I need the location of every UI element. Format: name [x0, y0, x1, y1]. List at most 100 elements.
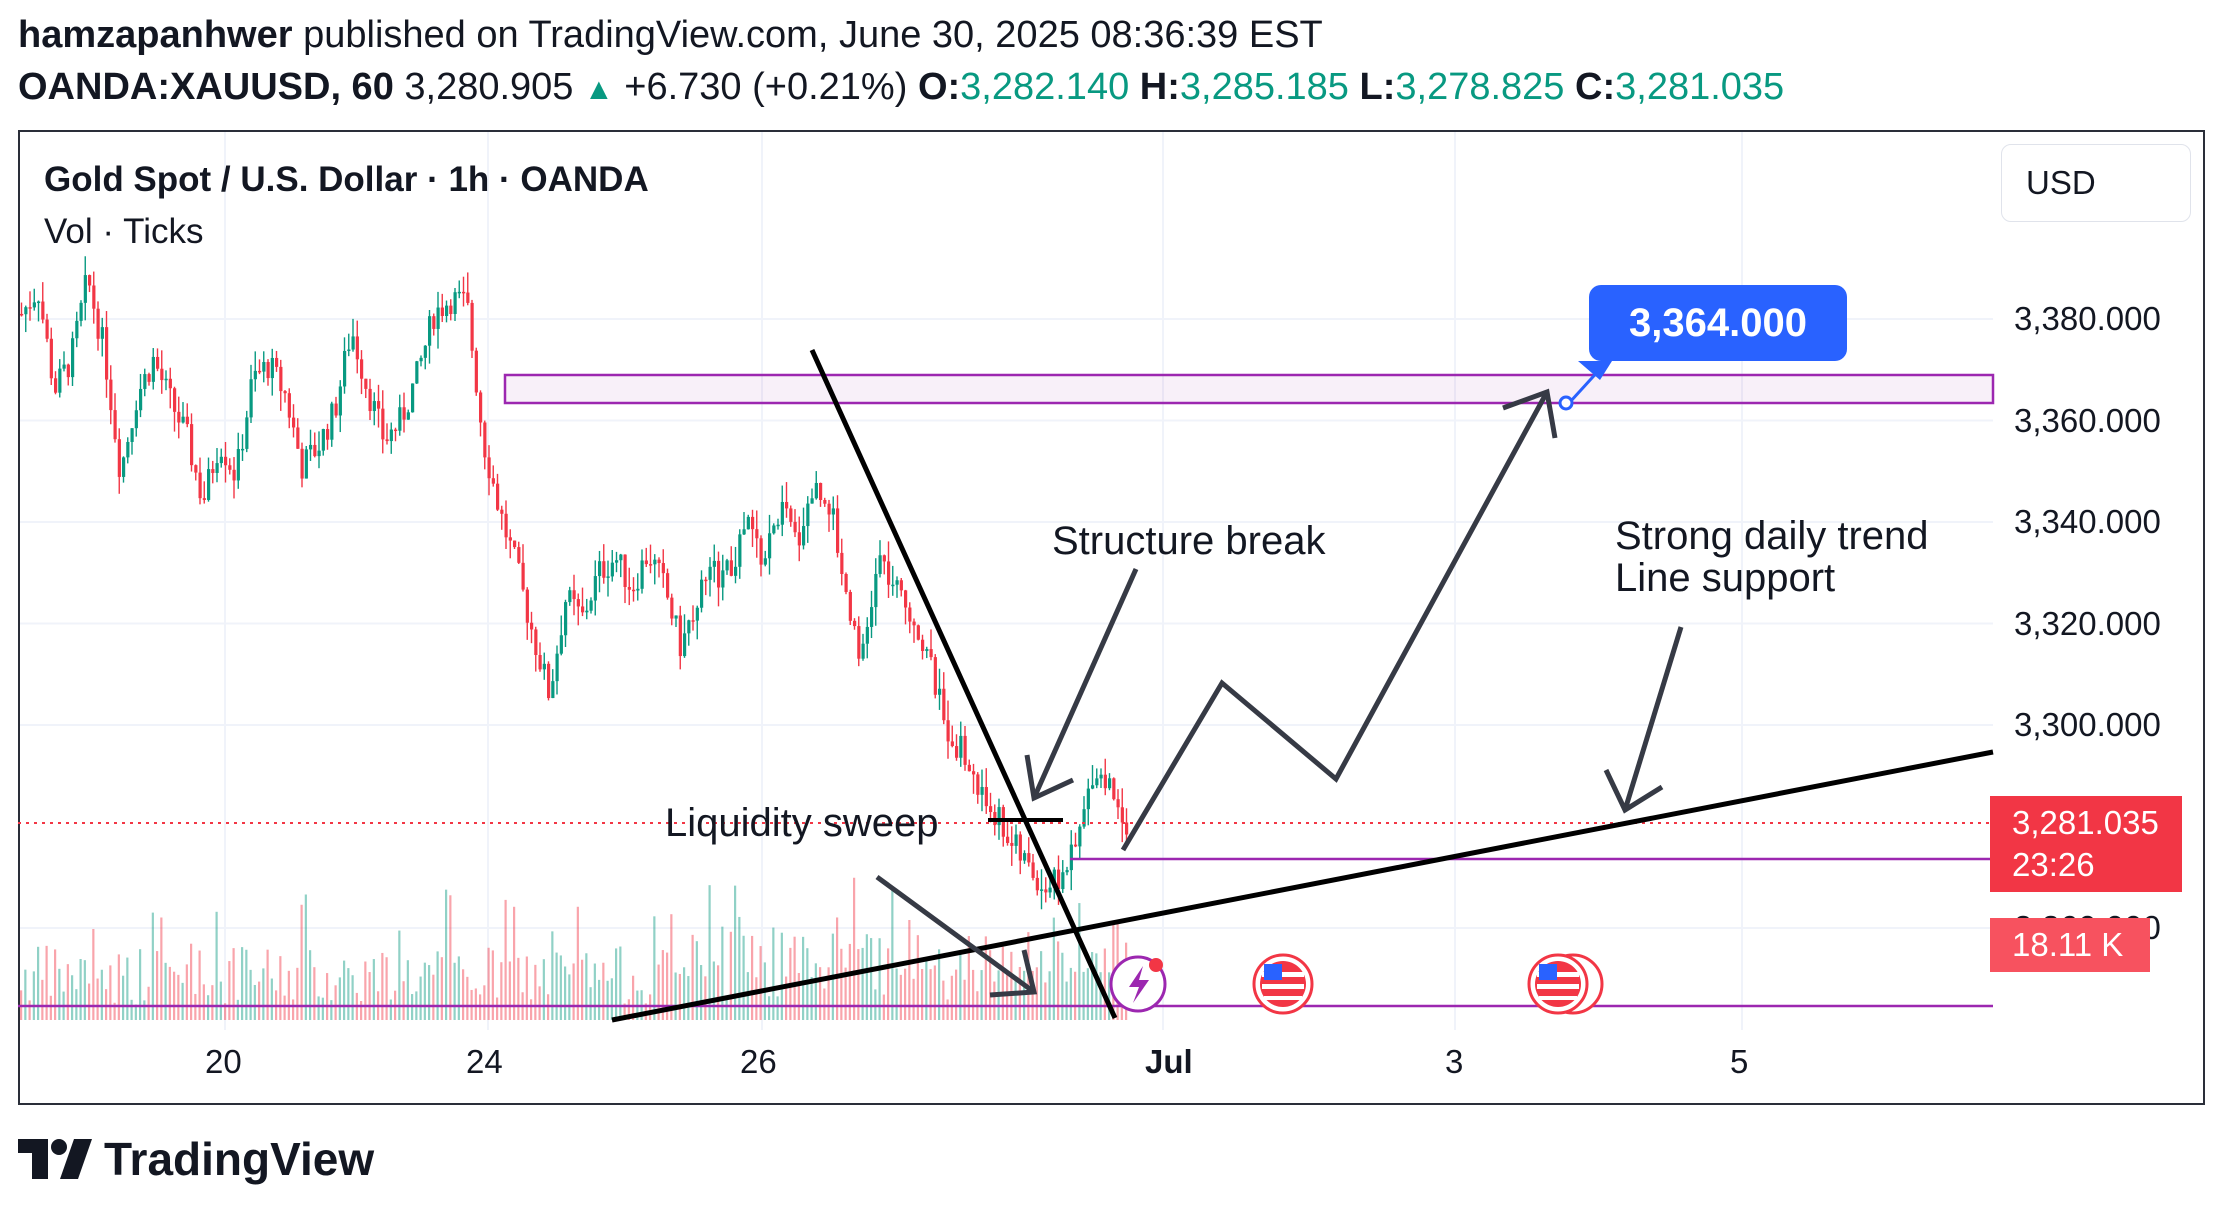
candle-body	[377, 401, 381, 409]
volume-bar	[105, 989, 108, 1020]
volume-bar	[666, 952, 669, 1020]
candle-body	[640, 560, 644, 589]
up-arrow-icon: ▲	[584, 73, 614, 106]
candle-body	[283, 391, 287, 394]
candle-body	[151, 356, 155, 382]
candle-body	[585, 610, 589, 613]
volume-bar	[330, 1000, 333, 1020]
volume-bar	[151, 912, 154, 1020]
volume-bar	[92, 928, 95, 1020]
volume-bar	[385, 957, 388, 1020]
volume-legend[interactable]: Vol · Ticks	[44, 212, 204, 251]
volume-bar	[83, 960, 86, 1020]
candle-body	[224, 456, 228, 466]
lightning-event-icon	[1109, 955, 1167, 1013]
candle-body	[381, 408, 385, 440]
candle-body	[929, 649, 933, 658]
volume-bar	[190, 943, 193, 1020]
candle-body	[963, 735, 967, 765]
candle-body	[215, 463, 219, 473]
candle-body	[1099, 774, 1103, 779]
y-tick-label: 3,300.000	[2014, 706, 2161, 743]
candle-body	[462, 291, 466, 294]
volume-bar	[861, 947, 864, 1020]
candle-body	[313, 444, 317, 457]
candlesticks	[20, 256, 1129, 910]
y-tick-label: 3,320.000	[2014, 605, 2161, 642]
structure-break-arrow	[1031, 567, 1139, 800]
candle-body	[45, 319, 49, 339]
trend-line-label-1[interactable]: Strong daily trend	[1615, 514, 1929, 558]
candle-body	[644, 560, 648, 565]
candle-body	[955, 746, 959, 758]
candle-body	[564, 602, 568, 636]
candle-body	[1074, 844, 1078, 847]
candle-body	[530, 622, 534, 630]
volume-bar	[530, 999, 533, 1020]
candle-body	[198, 472, 202, 499]
candle-body	[768, 533, 772, 559]
bar-countdown: 23:26	[2012, 846, 2095, 883]
candle-body	[491, 478, 495, 484]
volume-bar	[661, 950, 664, 1020]
author-name[interactable]: hamzapanhwer	[18, 14, 293, 56]
currency-button[interactable]: USD	[2001, 144, 2191, 222]
candle-body	[249, 379, 253, 418]
candle-body	[789, 508, 793, 522]
volume-bar	[742, 935, 745, 1020]
volume-bar	[1099, 972, 1102, 1020]
volume-bar	[950, 975, 953, 1020]
candle-body	[37, 301, 41, 304]
volume-bar	[185, 964, 188, 1020]
volume-bar	[840, 948, 843, 1020]
volume-bar	[725, 995, 728, 1020]
candle-body	[160, 368, 164, 381]
trend-line-label-2[interactable]: Line support	[1615, 556, 1836, 600]
candle-body	[466, 292, 470, 303]
volume-bar	[610, 978, 613, 1020]
volume-bar	[827, 967, 830, 1020]
candle-body	[623, 554, 627, 587]
volume-bar	[58, 968, 61, 1020]
candle-body	[674, 615, 678, 619]
candle-body	[262, 362, 266, 372]
candle-body	[678, 615, 682, 657]
candle-body	[967, 764, 971, 772]
candle-body	[1116, 799, 1120, 808]
candle-body	[610, 562, 614, 577]
tradingview-branding[interactable]: TradingView	[18, 1132, 374, 1190]
candle-body	[292, 417, 296, 428]
volume-bar	[589, 987, 592, 1020]
volume-bar	[334, 985, 337, 1020]
symbol-name[interactable]: OANDA:XAUUSD, 60	[18, 66, 394, 108]
volume-bar	[810, 976, 813, 1020]
volume-bar	[211, 985, 214, 1020]
volume-bar	[1061, 952, 1064, 1020]
candle-body	[428, 316, 432, 346]
target-price-tag[interactable]: 3,364.000	[1589, 285, 1847, 361]
candle-body	[751, 516, 755, 530]
volume-bar	[993, 981, 996, 1020]
candle-body	[1061, 872, 1065, 890]
candle-body	[58, 368, 62, 393]
structure-break-arrowhead	[1024, 754, 1075, 802]
us-flag-event-icon	[1252, 953, 1314, 1015]
candle-body	[398, 407, 402, 431]
liquidity-sweep-label[interactable]: Liquidity sweep	[665, 801, 939, 845]
volume-bar	[351, 975, 354, 1020]
candle-body	[670, 597, 674, 619]
volume-bar	[143, 1000, 146, 1020]
candle-body	[71, 338, 75, 378]
volume-bar	[916, 935, 919, 1020]
chart-frame[interactable]	[18, 130, 2205, 1105]
candle-body	[972, 771, 976, 775]
x-tick-label: 5	[1730, 1043, 1749, 1080]
candle-body	[878, 555, 882, 574]
structure-break-label[interactable]: Structure break	[1052, 519, 1326, 563]
candle-body	[755, 529, 759, 539]
chart-legend-title[interactable]: Gold Spot / U.S. Dollar · 1h · OANDA	[44, 160, 649, 199]
candle-body	[500, 509, 504, 514]
candle-body	[317, 450, 321, 457]
candle-body	[406, 412, 410, 420]
